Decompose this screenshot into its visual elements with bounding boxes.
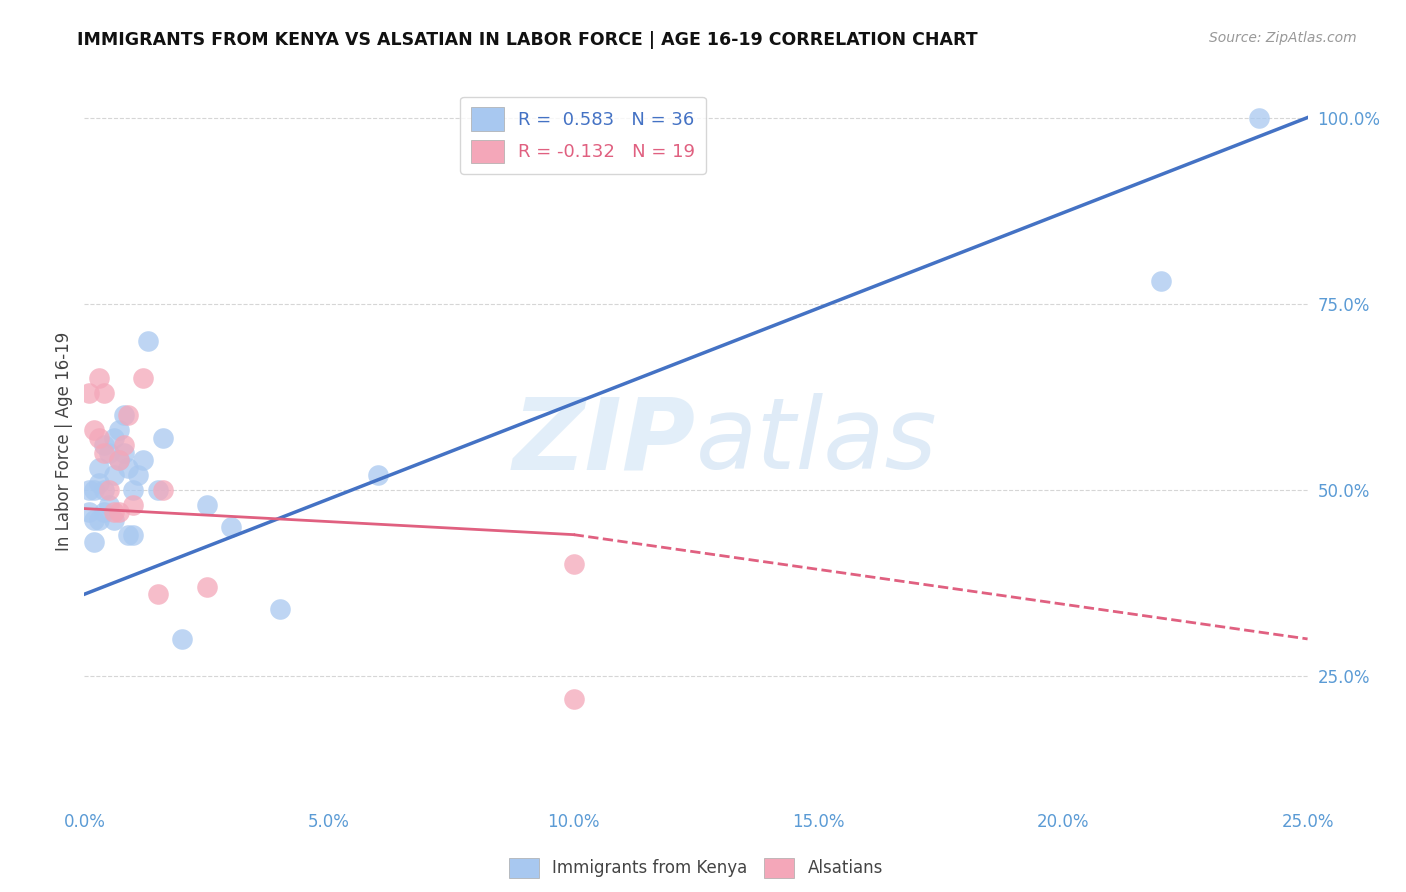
Point (132, 371, 155, 385)
Point (107, 423, 129, 437)
Point (367, 468, 389, 483)
Point (112, 446, 135, 460)
Point (87, 513, 110, 527)
Point (87, 475, 110, 490)
Point (146, 483, 169, 497)
Point (112, 438, 135, 452)
Point (132, 453, 155, 467)
Point (103, 468, 125, 483)
Point (1150, 274, 1173, 288)
Point (103, 513, 125, 527)
Point (93, 446, 115, 460)
Text: ZIP: ZIP (513, 393, 696, 490)
Point (127, 468, 149, 483)
Point (93, 438, 115, 452)
Point (77, 483, 100, 497)
Point (103, 505, 125, 519)
Text: atlas: atlas (696, 393, 938, 490)
Point (107, 505, 129, 519)
Point (93, 505, 115, 519)
Point (107, 453, 129, 467)
Point (93, 386, 115, 401)
Point (146, 587, 169, 601)
Point (117, 409, 139, 423)
Point (112, 409, 135, 423)
Point (107, 453, 129, 467)
Point (77, 386, 100, 401)
Y-axis label: In Labor Force | Age 16-19: In Labor Force | Age 16-19 (55, 332, 73, 551)
Point (195, 580, 218, 594)
Point (117, 527, 139, 541)
Point (219, 520, 242, 534)
Point (122, 527, 145, 541)
Point (97, 446, 120, 460)
Point (136, 334, 159, 348)
Point (195, 498, 218, 512)
Point (83, 483, 105, 497)
Legend: Immigrants from Kenya, Alsatians: Immigrants from Kenya, Alsatians (502, 851, 890, 885)
Point (87, 460, 110, 475)
Point (83, 423, 105, 437)
Point (122, 498, 145, 512)
Point (97, 498, 120, 512)
Point (122, 483, 145, 497)
Point (87, 431, 110, 445)
Text: IMMIGRANTS FROM KENYA VS ALSATIAN IN LABOR FORCE | AGE 16-19 CORRELATION CHART: IMMIGRANTS FROM KENYA VS ALSATIAN IN LAB… (77, 31, 979, 49)
Point (97, 483, 120, 497)
Point (172, 632, 194, 646)
Point (269, 602, 291, 616)
Point (103, 431, 125, 445)
Point (83, 535, 105, 549)
Point (93, 483, 115, 497)
Point (1247, 111, 1270, 125)
Point (152, 431, 174, 445)
Point (87, 371, 110, 385)
Point (152, 483, 174, 497)
Point (562, 558, 585, 572)
Point (77, 505, 100, 519)
Point (117, 460, 139, 475)
Text: Source: ZipAtlas.com: Source: ZipAtlas.com (1209, 31, 1357, 45)
Point (562, 691, 585, 706)
Point (83, 513, 105, 527)
